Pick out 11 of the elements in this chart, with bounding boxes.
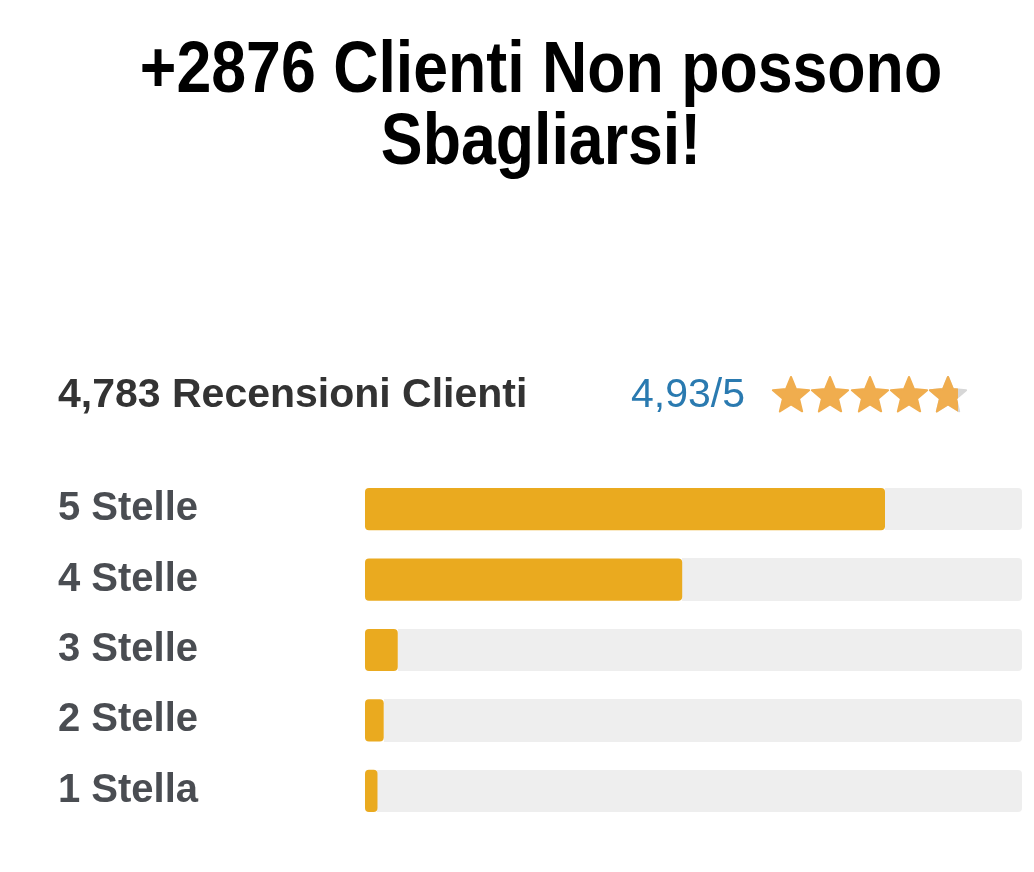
y-tick-label: 3 Stelle [58, 625, 199, 670]
y-tick-label: 2 Stelle [58, 695, 199, 740]
bar [365, 769, 378, 812]
text: 4,93/5 [631, 370, 745, 416]
bar [365, 699, 384, 742]
chart-title: +2876 Clienti Non possono Sbagliarsi! [138, 27, 944, 179]
bar [365, 628, 398, 672]
y-tick-label: 4 Stelle [58, 554, 199, 599]
y-tick-label: 5 Stelle [58, 484, 199, 529]
chart-subtitle: 4,783 Recensioni Clienti [58, 370, 528, 416]
y-tick-label: 1 Stella [58, 765, 199, 810]
